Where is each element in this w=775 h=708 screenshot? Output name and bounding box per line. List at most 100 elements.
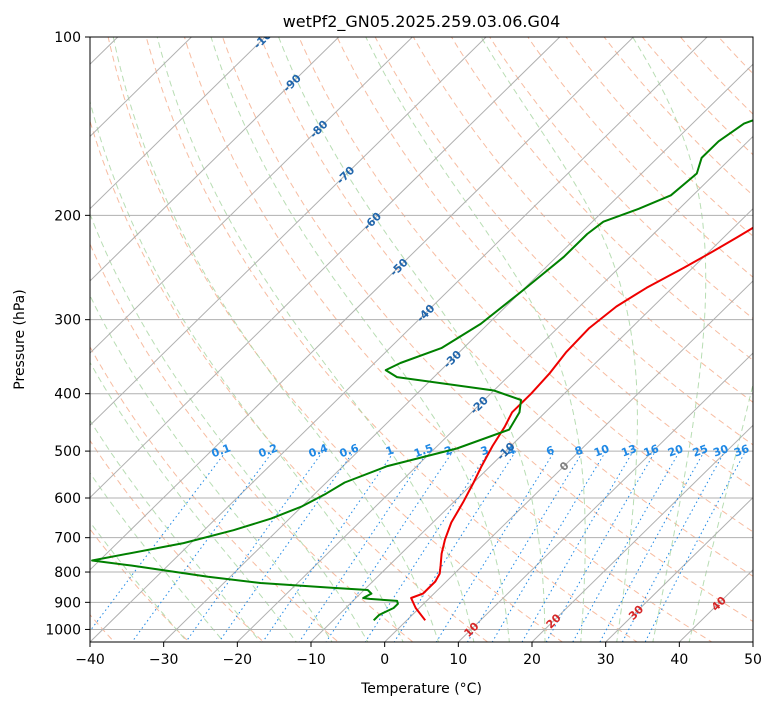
x-axis-title: Temperature (°C) — [360, 681, 482, 697]
y-tick-label: 200 — [54, 208, 81, 224]
dry-adiabat-line — [733, 11, 775, 654]
mixing-ratio-line — [466, 450, 584, 642]
mixing-ratio-label: 0.6 — [338, 441, 361, 460]
plot-area: 0.1 0.2 0.4 0.6 1 1.5 2 3 4 6 8 10 13 16 20 25 30 36-100-… — [0, 10, 775, 654]
mixing-ratio-line — [491, 450, 607, 642]
isotherm-line — [90, 37, 414, 354]
mixing-ratio-label: 30 — [711, 442, 730, 460]
y-tick-label: 700 — [54, 531, 81, 547]
mixing-ratio-line — [393, 450, 517, 642]
y-axis-ticks: 100 200 300 400 500 600 700 800 900 1000 — [45, 30, 90, 638]
moist-adiabat-line — [90, 361, 297, 642]
mixing-ratio-line — [262, 450, 395, 642]
mixing-ratio-line — [545, 450, 656, 642]
mixing-ratio-label: 0.1 — [210, 441, 233, 460]
y-tick-label: 400 — [54, 387, 81, 403]
mixing-ratio-line — [572, 450, 681, 642]
isotherm-line — [310, 207, 753, 642]
mixing-ratio-line — [325, 450, 454, 642]
mixing-ratio-label: 20 — [666, 442, 685, 460]
mixing-ratio-line — [218, 450, 355, 642]
x-tick-label: −10 — [296, 652, 326, 668]
moist-adiabat-line — [90, 521, 188, 642]
moist-adiabat-line — [90, 419, 261, 642]
mixing-ratio-line — [599, 450, 705, 642]
y-tick-label: 300 — [54, 313, 81, 329]
isotherm-line — [236, 135, 753, 642]
dry-adiabat-line — [90, 439, 265, 642]
mixing-ratio-label: 3 — [479, 444, 491, 459]
moist-adiabat-line — [90, 294, 333, 642]
sounding-profiles — [91, 119, 753, 622]
mixing-ratio-line — [644, 450, 747, 642]
y-tick-label: 800 — [54, 565, 81, 581]
dry-adiabat-line — [183, 37, 713, 642]
dry-adiabat-line — [527, 37, 753, 278]
dry-adiabat-line — [565, 37, 753, 237]
dry-adiabat-line — [107, 37, 564, 642]
x-tick-label: −30 — [149, 652, 179, 668]
dry-adiabat-line — [90, 528, 190, 642]
moist-adiabat-line — [688, 382, 753, 642]
moist-adiabat-line — [365, 37, 586, 642]
y-tick-label: 900 — [54, 595, 81, 611]
x-tick-label: 30 — [597, 652, 615, 668]
temperature-profile-line — [410, 226, 753, 621]
mixing-ratio-label: 16 — [642, 442, 661, 460]
dry-adiabat-line — [336, 37, 753, 489]
isotherm-line — [90, 37, 266, 210]
dry-adiabat-line — [717, 37, 753, 75]
isotherm-line — [90, 37, 340, 282]
isotherm-line — [90, 37, 708, 642]
mixing-ratio-label: 25 — [691, 442, 710, 459]
isobar-gridlines — [90, 37, 753, 630]
x-tick-label: 40 — [670, 652, 688, 668]
isotherm-line — [90, 37, 635, 571]
x-tick-label: −40 — [75, 652, 105, 668]
dry-adiabat-line — [90, 242, 414, 642]
x-tick-label: 10 — [449, 652, 467, 668]
dry-adiabat-line — [298, 37, 753, 533]
isotherm-line — [162, 63, 753, 642]
mixing-ratio-label: 0.2 — [257, 441, 280, 460]
x-tick-label: 0 — [380, 652, 389, 668]
dry-adiabat-line — [641, 37, 753, 156]
mixing-ratio-line — [131, 450, 274, 642]
mixing-ratio-label: 6 — [544, 443, 556, 458]
x-tick-label: 20 — [523, 652, 541, 668]
mixing-ratio-lines — [90, 450, 747, 642]
dry-adiabat-line — [222, 37, 753, 623]
dry-adiabats — [90, 11, 775, 654]
y-tick-label: 500 — [54, 444, 81, 460]
mixing-ratio-label: 13 — [620, 442, 639, 459]
dry-adiabat-line — [679, 37, 753, 115]
dry-adiabat-line — [450, 37, 753, 361]
mixing-ratio-line — [185, 450, 324, 642]
isotherm-line — [604, 496, 753, 642]
mixing-ratio-line — [364, 450, 490, 642]
mixing-ratio-label: 0.4 — [307, 441, 330, 460]
isotherm-line — [0, 10, 72, 654]
mixing-ratio-line — [521, 450, 634, 642]
isotherm-line — [383, 280, 753, 642]
dry-adiabat-line — [489, 37, 753, 320]
isotherm-line — [90, 37, 193, 138]
moist-adiabat-line — [278, 37, 546, 642]
y-tick-label: 600 — [54, 491, 81, 507]
x-tick-label: 50 — [744, 652, 762, 668]
isotherm-line — [531, 424, 753, 642]
moist-adiabat-line — [632, 37, 707, 642]
dry-adiabat-line — [374, 37, 753, 446]
mixing-ratio-label: 8 — [573, 443, 585, 458]
y-tick-label: 100 — [54, 30, 81, 46]
dry-adiabat-line — [770, 11, 775, 654]
moist-adiabat-line — [156, 37, 475, 642]
mixing-ratio-label: 4 — [506, 443, 518, 458]
dewpoint-profile-line — [91, 119, 753, 622]
mixing-ratio-label: 36 — [732, 442, 751, 460]
isotherm-line — [678, 569, 753, 642]
mixing-ratio-line — [435, 450, 556, 642]
dry-adiabat-line — [260, 37, 753, 577]
plot-frame — [89, 36, 754, 643]
